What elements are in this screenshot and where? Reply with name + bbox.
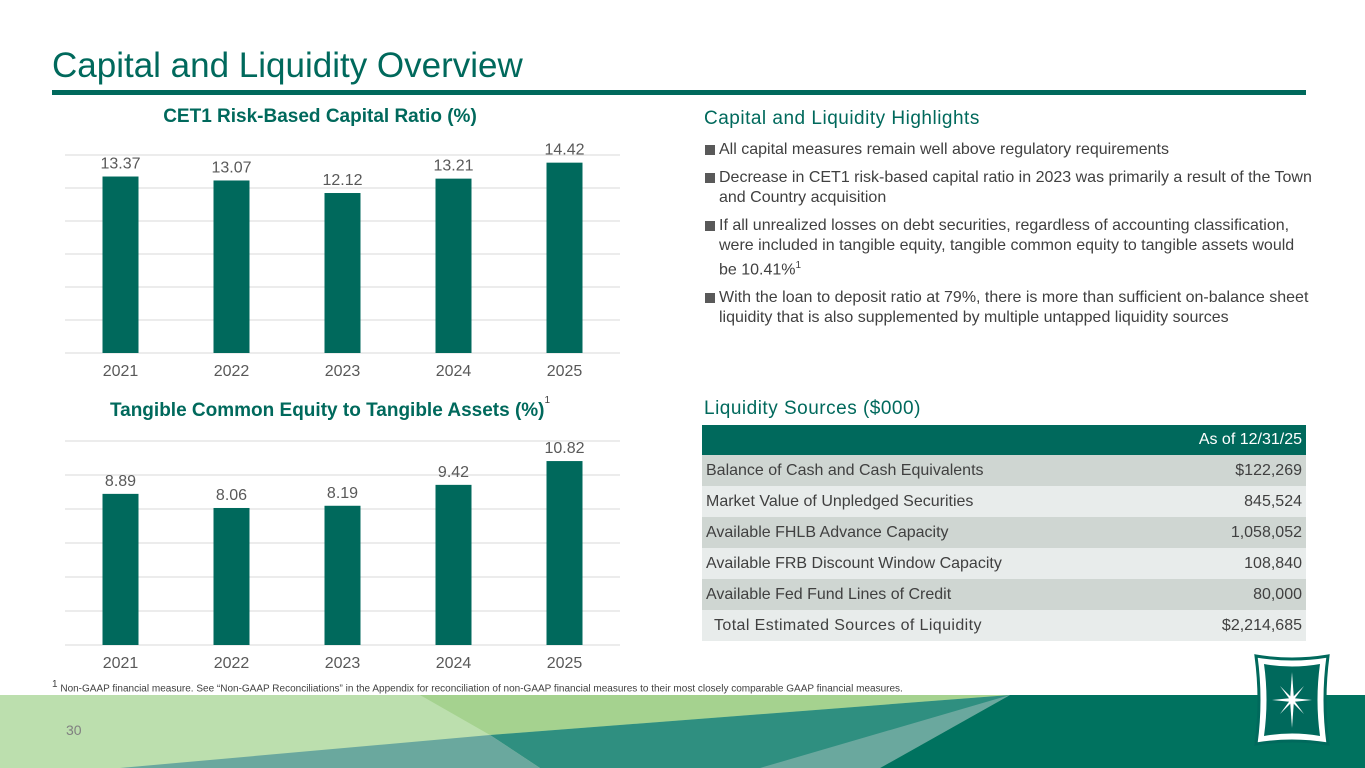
data-label: 13.07	[211, 159, 251, 176]
row-label: Balance of Cash and Cash Equivalents	[702, 455, 1171, 486]
table-row: Balance of Cash and Cash Equivalents $122…	[702, 455, 1306, 486]
data-label: 14.42	[544, 142, 584, 159]
data-label: 8.19	[327, 485, 358, 502]
highlight-text: Decrease in CET1 risk-based capital rati…	[719, 169, 1312, 206]
chart-title-tce: Tangible Common Equity to Tangible Asset…	[65, 395, 595, 422]
row-label: Market Value of Unpledged Securities	[702, 486, 1171, 517]
chart-title-text: CET1 Risk-Based Capital Ratio (%)	[163, 106, 477, 127]
bar	[324, 505, 361, 645]
x-tick-label: 2022	[214, 363, 250, 380]
table-row: Total Estimated Sources of Liquidity $2,2…	[702, 610, 1306, 641]
highlight-text: If all unrealized losses on debt securit…	[719, 217, 1295, 279]
page-number: 30	[66, 722, 82, 738]
cet1-bar-chart: 13.37 2021 13.07 2022 12.12 2023 13.21 2024 14.4…	[65, 142, 620, 380]
x-tick-label: 2023	[325, 363, 361, 380]
title-divider	[52, 90, 1306, 95]
highlights-list: All capital measures remain well above r…	[704, 140, 1314, 336]
x-tick-label: 2024	[436, 655, 472, 672]
footnote-ref: 1	[795, 260, 802, 271]
highlight-item: All capital measures remain well above r…	[704, 140, 1314, 160]
bar	[546, 461, 583, 645]
data-label: 13.37	[100, 156, 140, 173]
chart-title-text: Tangible Common Equity to Tangible Asset…	[109, 400, 545, 421]
row-label: Available FHLB Advance Capacity	[702, 517, 1171, 548]
page-title: Capital and Liquidity Overview	[52, 46, 523, 85]
row-value: $2,214,685	[1170, 610, 1306, 641]
decorative-footer-band	[0, 695, 1365, 768]
highlight-item: Decrease in CET1 risk-based capital rati…	[704, 168, 1314, 208]
bar	[213, 507, 250, 645]
table-row: Market Value of Unpledged Securities 845,…	[702, 486, 1306, 517]
x-tick-label: 2023	[325, 655, 361, 672]
liquidity-table: As of 12/31/25 Balance of Cash and Cash …	[702, 425, 1306, 641]
bar	[435, 484, 472, 645]
footnote: 1 Non-GAAP financial measure. See “Non-G…	[52, 679, 903, 694]
table-row: Available FHLB Advance Capacity 1,058,052	[702, 517, 1306, 548]
star-icon	[1272, 672, 1312, 728]
data-label: 13.21	[433, 158, 473, 175]
bar	[102, 176, 139, 353]
x-tick-label: 2024	[436, 363, 472, 380]
row-value: 1,058,052	[1170, 517, 1306, 548]
tce-bar-chart: 8.89 2021 8.06 2022 8.19 2023 9.42 2024 10.82 202…	[65, 440, 620, 672]
bar	[435, 178, 472, 353]
row-value: 108,840	[1170, 548, 1306, 579]
data-label: 8.06	[216, 487, 247, 504]
liquidity-title: Liquidity Sources ($000)	[704, 398, 921, 419]
row-value: 80,000	[1170, 579, 1306, 610]
bar	[213, 180, 250, 353]
data-label: 8.89	[105, 473, 136, 490]
x-tick-label: 2022	[214, 655, 250, 672]
table-row: Available Fed Fund Lines of Credit 80,000	[702, 579, 1306, 610]
footnote-text: Non-GAAP financial measure. See “Non-GAA…	[57, 683, 903, 695]
highlight-text: With the loan to deposit ratio at 79%, t…	[719, 289, 1309, 327]
highlight-item: With the loan to deposit ratio at 79%, t…	[704, 288, 1314, 328]
data-label: 10.82	[544, 440, 584, 457]
row-label: Available FRB Discount Window Capacity	[702, 548, 1171, 579]
data-label: 12.12	[322, 172, 362, 189]
highlight-item: If all unrealized losses on debt securit…	[704, 216, 1314, 280]
row-value: 845,524	[1170, 486, 1306, 517]
company-logo	[1254, 654, 1330, 746]
row-label: Total Estimated Sources of Liquidity	[702, 610, 1171, 641]
x-tick-label: 2021	[103, 363, 139, 380]
bar	[324, 193, 361, 353]
x-tick-label: 2025	[547, 363, 583, 380]
footnote-ref: 1	[544, 394, 551, 406]
highlights-title: Capital and Liquidity Highlights	[704, 108, 980, 129]
data-label: 9.42	[438, 464, 469, 481]
table-row: Available FRB Discount Window Capacity 10…	[702, 548, 1306, 579]
x-tick-label: 2021	[103, 655, 139, 672]
footnote-marker: 1	[52, 679, 58, 690]
highlight-text: All capital measures remain well above r…	[719, 141, 1169, 158]
bar	[102, 493, 139, 645]
row-value: $122,269	[1170, 455, 1306, 486]
table-header: As of 12/31/25	[702, 425, 1306, 455]
bar	[546, 162, 583, 353]
row-label: Available Fed Fund Lines of Credit	[702, 579, 1171, 610]
x-tick-label: 2025	[547, 655, 583, 672]
chart-title-cet1: CET1 Risk-Based Capital Ratio (%)	[65, 106, 575, 128]
